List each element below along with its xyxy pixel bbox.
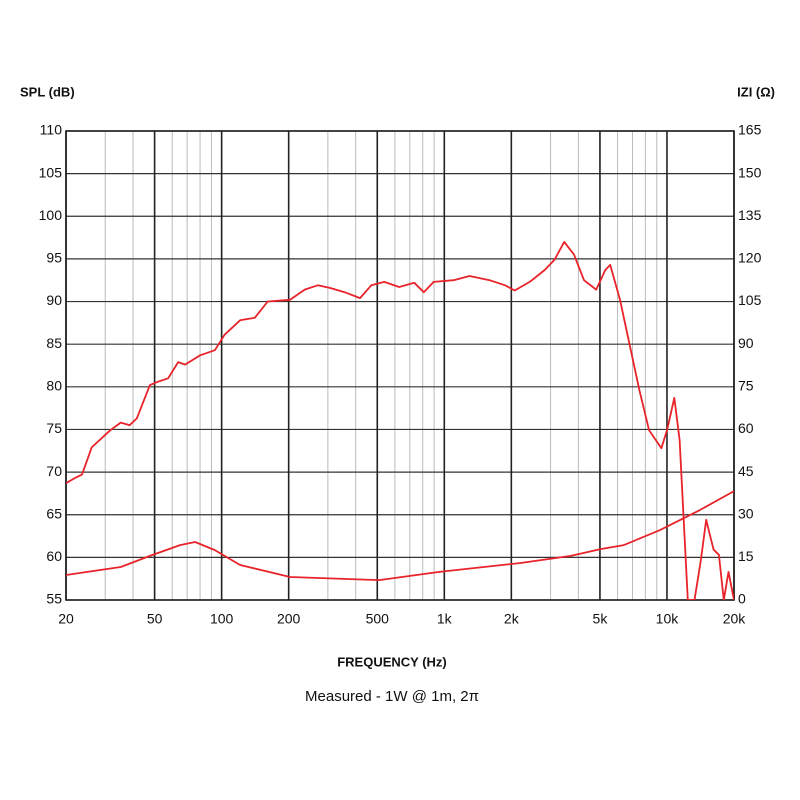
y2-tick-label: 150 bbox=[738, 164, 762, 180]
y2-tick-label: 60 bbox=[738, 420, 754, 436]
y2-tick-label: 75 bbox=[738, 378, 754, 394]
x-tick-label: 200 bbox=[277, 611, 301, 627]
y2-axis-label: IZI (Ω) bbox=[737, 84, 775, 99]
x-tick-label: 1k bbox=[437, 611, 453, 627]
y2-tick-label: 120 bbox=[738, 250, 762, 266]
y-tick-label: 75 bbox=[46, 420, 62, 436]
x-axis-label: FREQUENCY (Hz) bbox=[337, 654, 447, 669]
y-tick-label: 110 bbox=[40, 122, 63, 138]
series-line bbox=[66, 490, 734, 581]
y-tick-label: 85 bbox=[46, 335, 62, 351]
x-tick-label: 2k bbox=[504, 611, 520, 627]
plot-frame bbox=[65, 130, 735, 601]
plot-area bbox=[66, 241, 734, 600]
y-tick-label: 105 bbox=[39, 164, 63, 180]
y2-tick-label: 90 bbox=[738, 335, 754, 351]
y2-tick-label: 135 bbox=[738, 207, 762, 223]
y2-tick-label: 15 bbox=[738, 548, 754, 564]
y-tick-label: 55 bbox=[46, 591, 62, 607]
x-tick-label: 100 bbox=[210, 611, 234, 627]
series-line bbox=[66, 241, 734, 600]
x-tick-label: 10k bbox=[656, 611, 680, 627]
y-tick-label: 95 bbox=[46, 250, 62, 266]
x-tick-label: 20 bbox=[58, 611, 74, 627]
y2-tick-label: 105 bbox=[738, 292, 762, 308]
y2-tick-label: 165 bbox=[738, 122, 762, 138]
y-tick-label: 90 bbox=[46, 292, 62, 308]
y-tick-label: 70 bbox=[46, 463, 62, 479]
subtitle: Measured - 1W @ 1m, 2π bbox=[305, 688, 479, 705]
y-tick-label: 60 bbox=[46, 548, 62, 564]
y-tick-label: 65 bbox=[46, 505, 62, 521]
x-tick-label: 20k bbox=[723, 611, 747, 627]
x-tick-label: 500 bbox=[366, 611, 390, 627]
y2-tick-label: 45 bbox=[738, 463, 754, 479]
y-axis-label: SPL (dB) bbox=[20, 84, 75, 99]
y2-tick-label: 0 bbox=[738, 591, 746, 607]
x-tick-label: 50 bbox=[147, 611, 163, 627]
x-tick-label: 5k bbox=[593, 611, 609, 627]
y-tick-label: 100 bbox=[39, 207, 63, 223]
y-tick-label: 80 bbox=[46, 378, 62, 394]
y2-tick-label: 30 bbox=[738, 505, 754, 521]
